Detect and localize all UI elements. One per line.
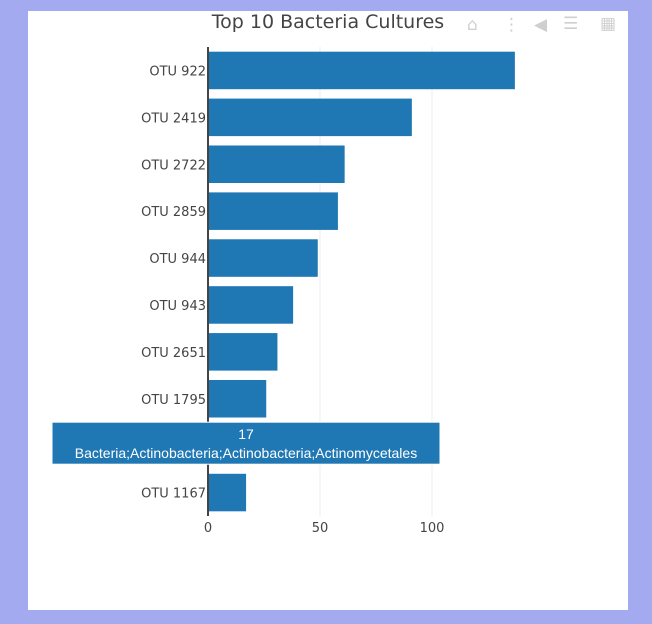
y-tick-label: OTU 943 [149,299,206,314]
bar[interactable] [208,239,318,277]
hover-compare-icon[interactable]: ☰ [563,14,579,34]
bar[interactable] [208,98,412,137]
spike-lines-icon[interactable]: ⋮ [503,15,520,35]
bar[interactable] [208,473,247,512]
bar[interactable] [208,51,515,90]
hover-label-box [51,421,441,465]
x-tick-label: 50 [312,521,329,536]
y-tick-label: OTU 2419 [141,111,206,126]
bar[interactable] [208,379,267,418]
y-tick-label: OTU 1167 [141,487,206,502]
chart-title: Top 10 Bacteria Cultures [211,11,444,33]
bar[interactable] [208,333,278,371]
y-tick-label: OTU 1795 [141,393,206,408]
y-tick-label: OTU 2722 [141,158,206,173]
y-tick-label: OTU 922 [149,64,206,79]
y-tick-label: OTU 944 [149,252,206,267]
home-icon[interactable]: ⌂ [467,15,478,35]
x-tick-label: 0 [204,521,212,536]
hover-label-text: Bacteria;Actinobacteria;Actinobacteria;A… [75,445,417,461]
hover-label-value: 17 [238,426,254,442]
hover-closest-icon[interactable]: ◀ [534,15,548,35]
modebar: ⌂ ⋮ ◀ ☰ ▦ [0,0,652,40]
bar[interactable] [208,192,338,230]
bar[interactable] [208,286,294,324]
y-tick-label: OTU 2859 [141,205,206,220]
y-tick-label: OTU 2651 [141,346,206,361]
plotly-logo-icon[interactable]: ▦ [600,14,617,34]
x-tick-label: 100 [420,521,445,536]
bar[interactable] [208,145,345,184]
